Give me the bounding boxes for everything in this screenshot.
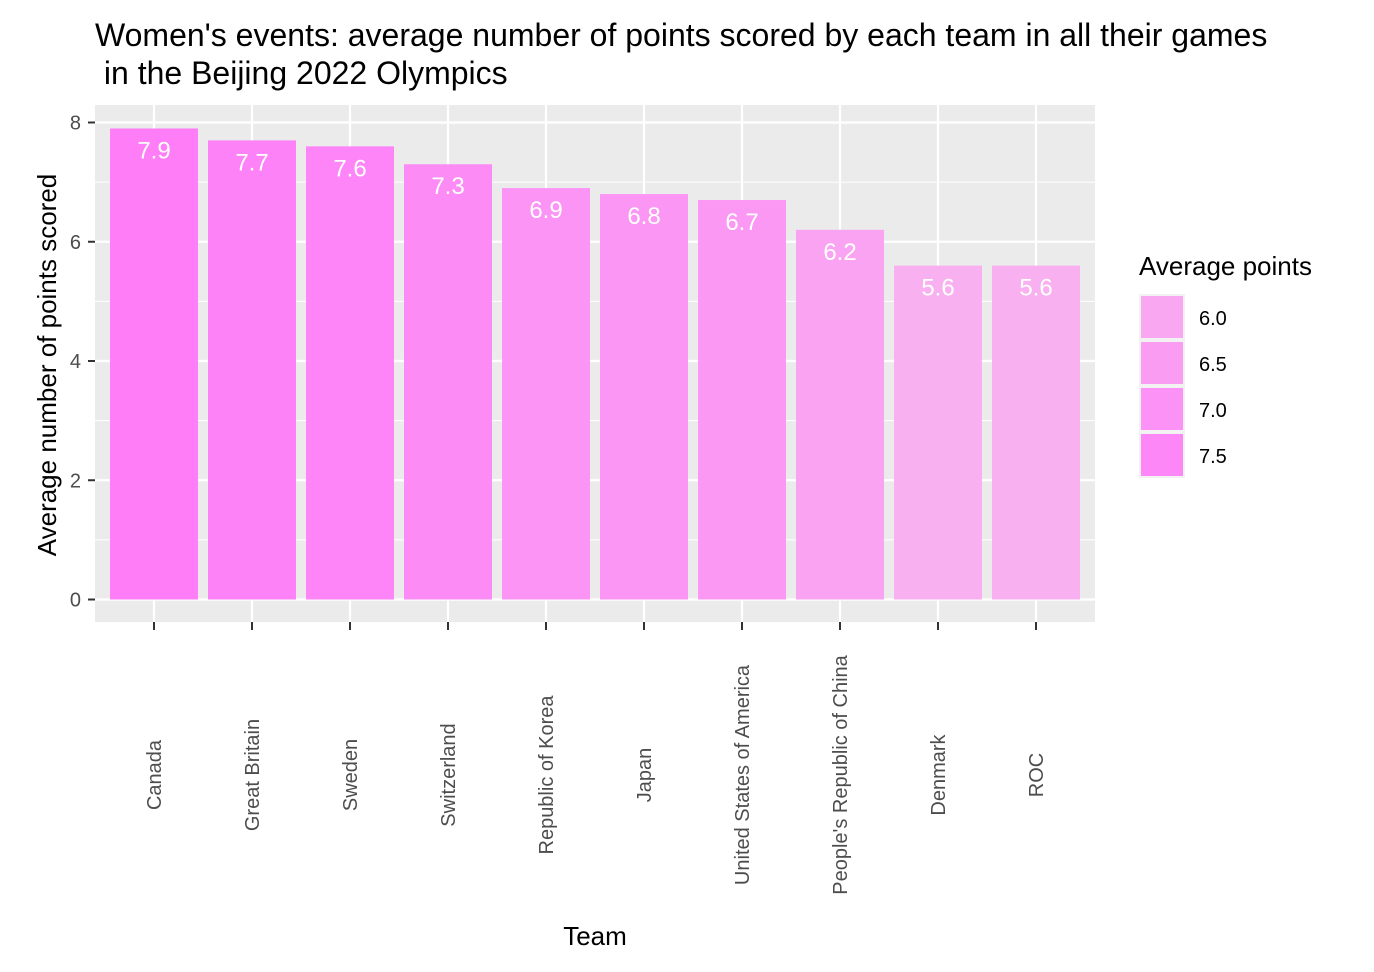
bar — [796, 229, 884, 600]
data-labels: 7.9 7.7 7.6 7.3 6.9 6.8 6.7 6.2 5.6 5.6 — [137, 137, 1052, 301]
y-axis-title: Average number of points scored — [32, 174, 62, 557]
x-axis-title: Team — [563, 921, 627, 951]
legend: Average points 6.0 6.5 7.0 7.5 — [1139, 251, 1312, 478]
x-axis: Canada Great Britain Sweden Switzerland Repu… — [144, 622, 1048, 895]
data-label: 6.9 — [529, 197, 562, 224]
y-tick-label: 6 — [70, 232, 81, 254]
x-tick-label: Denmark — [928, 733, 950, 815]
bars — [110, 128, 1080, 600]
bar — [894, 265, 982, 600]
x-tick-label: Republic of Korea — [536, 695, 558, 855]
data-label: 5.6 — [1019, 275, 1052, 302]
x-tick-label: Canada — [144, 739, 166, 810]
x-tick-label: ROC — [1026, 753, 1048, 797]
legend-swatch — [1141, 434, 1183, 476]
data-label: 5.6 — [921, 275, 954, 302]
legend-items: 6.0 6.5 7.0 7.5 — [1139, 294, 1227, 478]
legend-swatch — [1141, 388, 1183, 430]
data-label: 7.9 — [137, 137, 170, 164]
bar — [208, 140, 296, 600]
legend-label: 7.5 — [1199, 446, 1227, 468]
bar — [992, 265, 1080, 600]
chart-title: Women's events: average number of points… — [95, 17, 1267, 53]
x-tick-label: Japan — [634, 748, 656, 803]
legend-label: 7.0 — [1199, 400, 1227, 422]
data-label: 6.2 — [823, 239, 856, 266]
data-label: 7.6 — [333, 155, 366, 182]
bar — [698, 200, 786, 600]
data-label: 7.7 — [235, 149, 268, 176]
legend-label: 6.0 — [1199, 308, 1227, 330]
x-tick-label: Great Britain — [242, 719, 264, 831]
chart-subtitle: in the Beijing 2022 Olympics — [95, 55, 508, 91]
y-tick-label: 0 — [70, 590, 81, 612]
x-tick-label: People's Republic of China — [830, 654, 852, 894]
y-tick-label: 8 — [70, 113, 81, 135]
legend-swatch — [1141, 342, 1183, 384]
data-label: 6.8 — [627, 203, 660, 230]
bar — [306, 146, 394, 600]
data-label: 6.7 — [725, 209, 758, 236]
legend-label: 6.5 — [1199, 354, 1227, 376]
bar — [110, 128, 198, 600]
data-label: 7.3 — [431, 173, 464, 200]
bar — [404, 164, 492, 600]
x-tick-label: Switzerland — [438, 723, 460, 826]
bar — [600, 194, 688, 600]
x-tick-label: United States of America — [732, 664, 754, 885]
x-tick-label: Sweden — [340, 739, 362, 811]
legend-swatch — [1141, 296, 1183, 338]
legend-title: Average points — [1139, 251, 1312, 281]
y-tick-label: 4 — [70, 351, 81, 373]
y-tick-label: 2 — [70, 470, 81, 492]
bar — [502, 188, 590, 600]
y-axis: 0 2 4 6 8 — [70, 113, 95, 612]
